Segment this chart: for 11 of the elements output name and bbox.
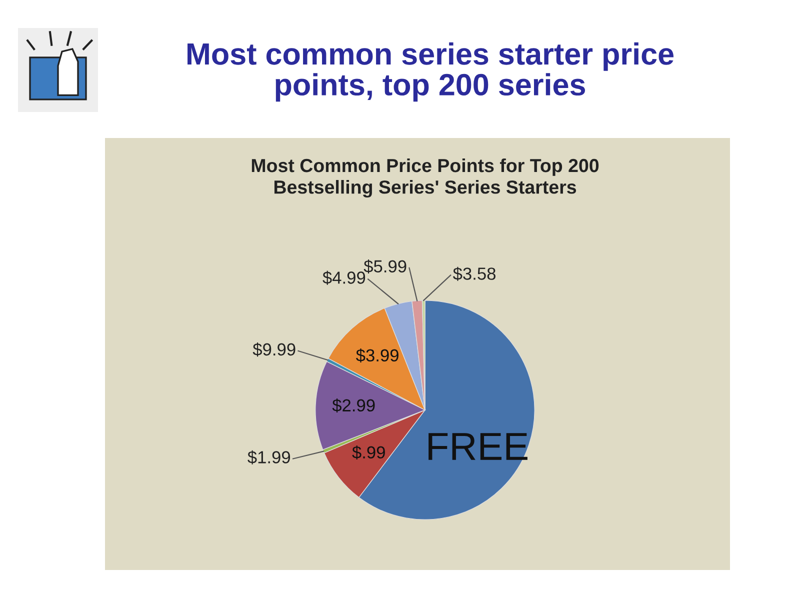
slice-label: FREE <box>428 433 528 460</box>
slice-label: $.99 <box>352 445 385 460</box>
slice-label: $4.99 <box>322 270 366 285</box>
slice-label: $3.99 <box>356 348 398 363</box>
slice-label: $5.99 <box>364 259 406 274</box>
chart-subtitle: Most Common Price Points for Top 200 Bestselling Series' Series Starters <box>252 158 599 198</box>
slice-label: $3.58 <box>452 266 496 281</box>
slice-label: $2.99 <box>332 398 375 413</box>
slice-label: $1.99 <box>248 450 290 464</box>
slice-label: $9.99 <box>252 342 296 357</box>
chart-title: Most common series starter price points, top 200 series <box>188 42 674 102</box>
